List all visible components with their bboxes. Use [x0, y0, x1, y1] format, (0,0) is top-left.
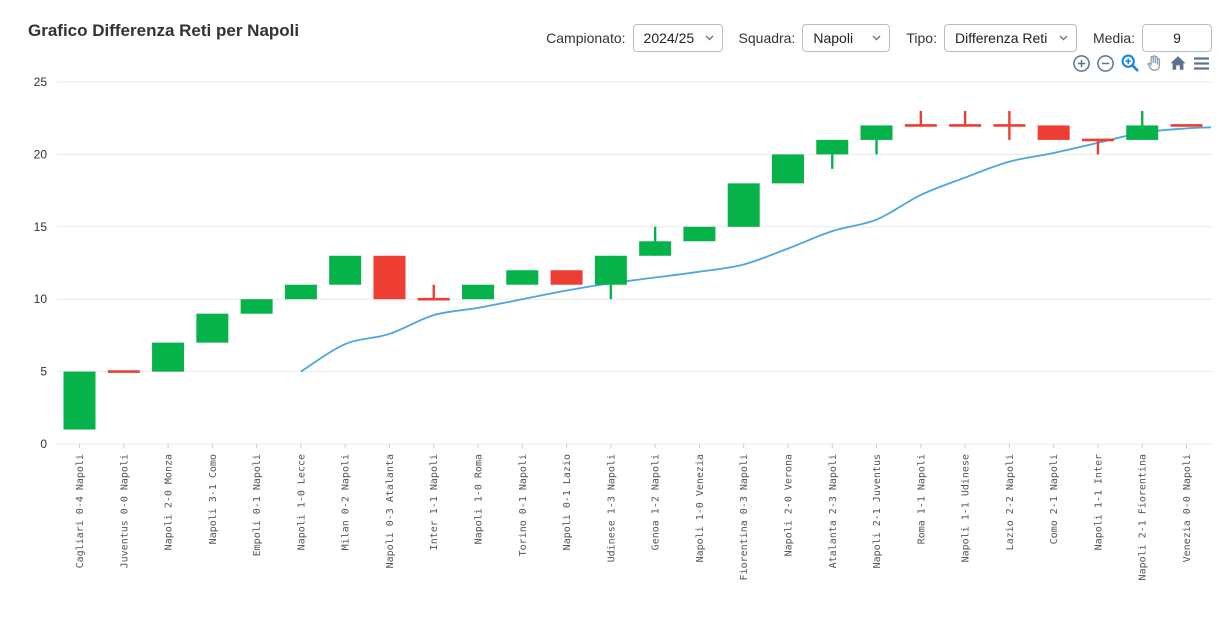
x-axis-label: Napoli 2-0 Verona [783, 454, 794, 556]
x-axis-label: Napoli 3-1 Como [208, 454, 219, 544]
home-button[interactable] [1167, 52, 1188, 74]
y-axis-label: 0 [40, 437, 47, 451]
squadra-select[interactable]: Napoli [802, 24, 891, 52]
candle-body[interactable] [860, 125, 893, 140]
box-zoom-button[interactable] [1119, 52, 1140, 74]
candle-body[interactable] [284, 284, 317, 300]
campionato-label: Campionato: [546, 30, 626, 46]
candle-body[interactable] [329, 255, 362, 285]
y-axis-label: 15 [34, 220, 48, 234]
tipo-label: Tipo: [906, 30, 937, 46]
zoom-in-button[interactable] [1071, 52, 1092, 74]
media-input[interactable] [1142, 24, 1212, 52]
x-axis-label: Torino 0-1 Napoli [518, 454, 529, 556]
x-axis-label: Venezia 0-0 Napoli [1182, 454, 1193, 562]
x-axis-label: Udinese 1-3 Napoli [606, 454, 617, 562]
chart-toolbar [1071, 52, 1212, 74]
candle-body[interactable] [1126, 125, 1159, 140]
y-axis-label: 5 [40, 365, 47, 379]
x-axis-label: Milan 0-2 Napoli [341, 454, 352, 550]
x-axis-label: Juventus 0-0 Napoli [119, 454, 130, 568]
x-axis-label: Cagliari 0-4 Napoli [75, 454, 86, 568]
x-axis-label: Napoli 1-0 Roma [474, 454, 485, 544]
candle-body[interactable] [63, 371, 96, 430]
x-axis-label: Genoa 1-2 Napoli [651, 454, 662, 550]
chevron-down-icon [1059, 35, 1068, 41]
x-axis-label: Napoli 1-1 Inter [1093, 454, 1104, 550]
candle-body[interactable] [594, 255, 627, 285]
x-axis-label: Napoli 2-1 Juventus [872, 454, 883, 568]
x-axis-label: Como 2-1 Napoli [1049, 454, 1060, 544]
media-line [300, 126, 1212, 373]
x-axis-label: Roma 1-1 Napoli [916, 454, 927, 544]
page-title: Grafico Differenza Reti per Napoli [28, 21, 300, 40]
pan-icon [1147, 55, 1160, 71]
x-axis-label: Empoli 0-1 Napoli [252, 454, 263, 556]
tipo-select[interactable]: Differenza Reti [943, 24, 1077, 52]
tipo-value: Differenza Reti [954, 30, 1048, 46]
menu-icon [1194, 56, 1209, 70]
y-axis-label: 25 [34, 75, 48, 89]
campionato-select[interactable]: 2024/25 [632, 24, 723, 52]
x-axis-label: Napoli 2-1 Fiorentina [1138, 454, 1149, 580]
x-axis-label: Fiorentina 0-3 Napoli [739, 454, 750, 580]
media-label: Media: [1092, 30, 1135, 46]
candle-body[interactable] [240, 299, 273, 314]
candle-body[interactable] [550, 270, 583, 285]
chevron-down-icon [872, 35, 881, 41]
y-axis-label: 10 [34, 292, 48, 306]
chevron-down-icon [705, 35, 714, 41]
home-icon [1170, 56, 1185, 70]
candle-body[interactable] [506, 270, 539, 285]
header: Grafico Differenza Reti per Napoli Campi… [0, 0, 1228, 78]
pan-button[interactable] [1143, 52, 1164, 74]
x-axis-label: Napoli 0-1 Lazio [562, 454, 573, 550]
zoom-in-icon [1073, 54, 1090, 72]
x-axis-label: Lazio 2-2 Napoli [1005, 454, 1016, 550]
candle-body[interactable] [816, 139, 849, 155]
menu-button[interactable] [1191, 52, 1212, 74]
x-axis-label: Inter 1-1 Napoli [429, 454, 440, 550]
box-zoom-icon [1121, 54, 1139, 72]
squadra-label: Squadra: [738, 30, 796, 46]
candle-body[interactable] [1037, 125, 1070, 140]
x-axis-label: Napoli 1-0 Lecce [296, 454, 307, 550]
zoom-out-button[interactable] [1095, 52, 1116, 74]
candle-body[interactable] [462, 284, 495, 300]
x-axis-label: Napoli 0-3 Atalanta [385, 454, 396, 568]
campionato-value: 2024/25 [643, 30, 695, 46]
candle-body[interactable] [727, 183, 760, 227]
zoom-out-icon [1097, 54, 1114, 72]
candle-body[interactable] [639, 241, 672, 256]
x-axis-label: Napoli 1-0 Venezia [695, 454, 706, 562]
y-axis-label: 20 [34, 147, 48, 161]
x-axis-label: Atalanta 2-3 Napoli [828, 454, 839, 568]
x-axis-label: Napoli 1-1 Udinese [961, 454, 972, 562]
candle-body[interactable] [373, 255, 406, 300]
candle-body[interactable] [771, 154, 804, 184]
candle-body[interactable] [196, 313, 229, 343]
candle-body[interactable] [152, 342, 185, 372]
x-axis-label: Napoli 2-0 Monza [164, 454, 175, 550]
squadra-value: Napoli [813, 30, 854, 46]
candle-body[interactable] [683, 226, 716, 242]
controls-bar: Campionato: 2024/25 Squadra: Napoli Tipo… [546, 24, 1212, 52]
